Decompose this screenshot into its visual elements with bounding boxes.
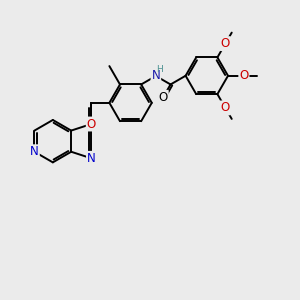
Text: H: H [156, 65, 163, 74]
Text: O: O [221, 37, 230, 50]
Text: N: N [87, 152, 96, 165]
Text: O: O [239, 69, 248, 82]
Text: O: O [158, 91, 168, 104]
Text: N: N [152, 70, 160, 83]
Text: N: N [30, 145, 39, 158]
Text: O: O [87, 118, 96, 130]
Text: O: O [221, 101, 230, 114]
